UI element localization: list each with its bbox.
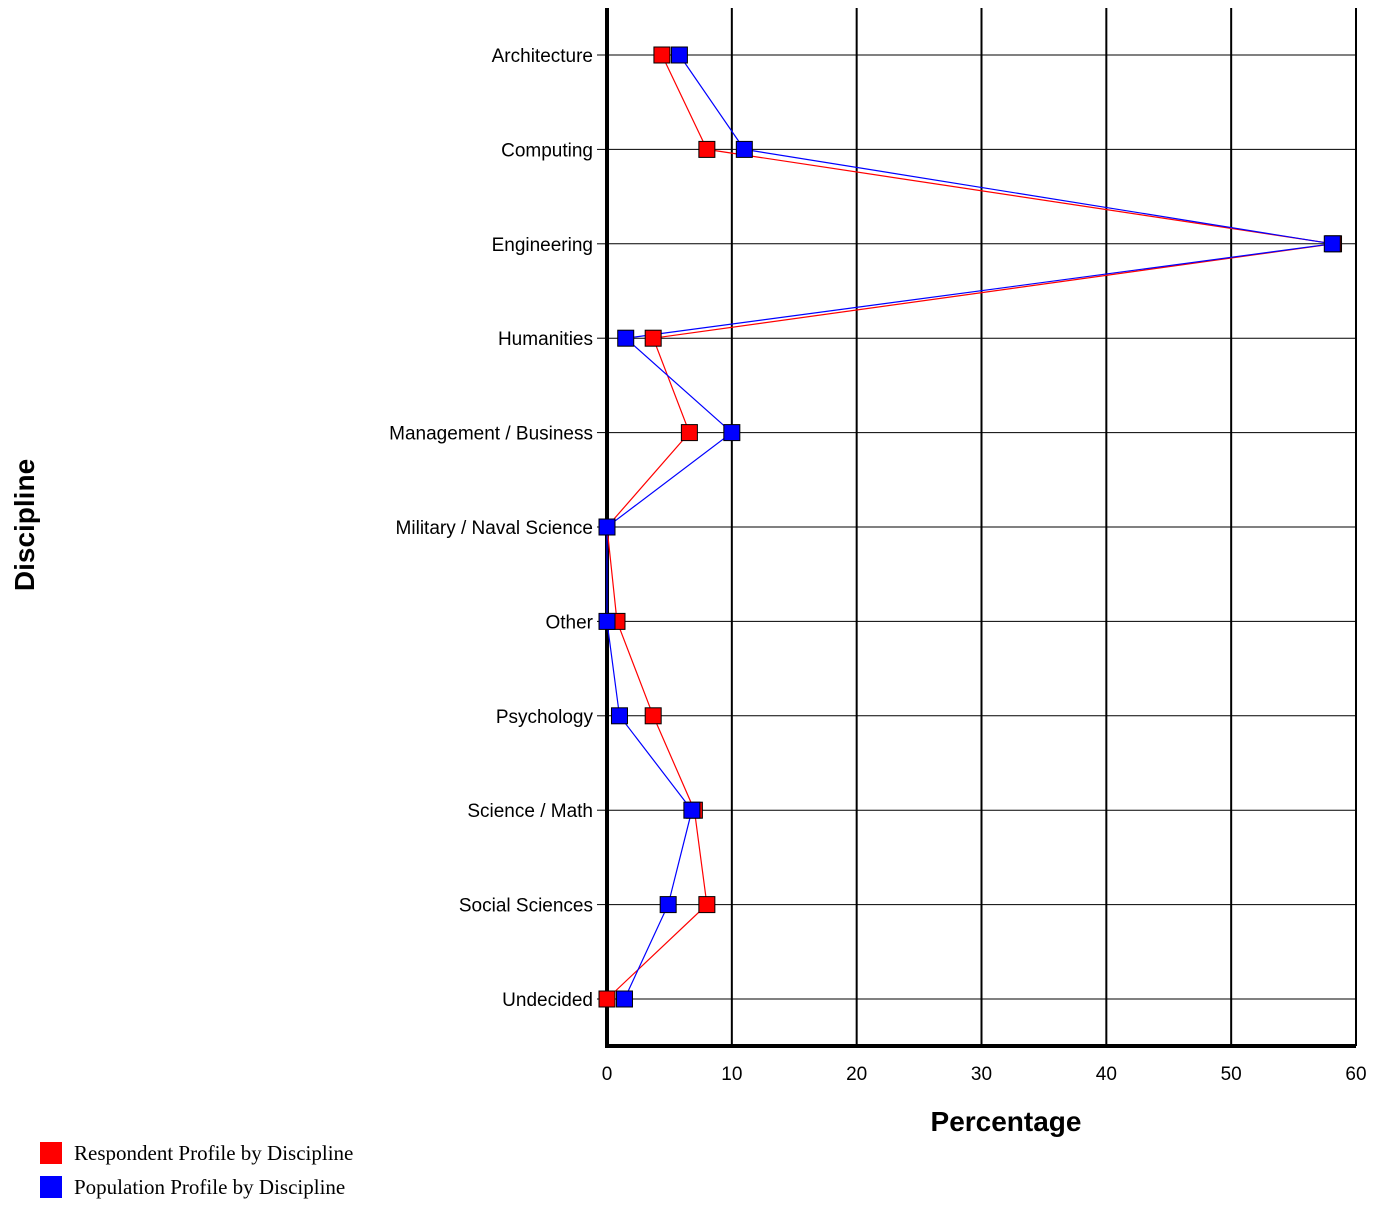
legend-item-population: Population Profile by Discipline [40, 1172, 353, 1202]
data-point-series-0 [644, 329, 662, 347]
category-label: Military / Naval Science [396, 518, 593, 539]
category-label: Undecided [502, 990, 593, 1011]
category-label: Management / Business [389, 424, 593, 445]
category-label: Engineering [492, 235, 593, 256]
y-axis-title: Discipline [9, 459, 40, 591]
x-tick-label: 10 [721, 1064, 742, 1085]
data-point-series-0 [680, 424, 698, 442]
category-label: Architecture [492, 46, 593, 67]
x-tick-label: 60 [1345, 1064, 1366, 1085]
category-label: Science / Math [467, 801, 593, 822]
x-tick-label: 50 [1221, 1064, 1242, 1085]
legend-label-respondent: Respondent Profile by Discipline [74, 1140, 354, 1165]
data-point-series-0 [644, 707, 662, 725]
legend-swatch-population [40, 1176, 62, 1198]
x-axis-title: Percentage [931, 1106, 1082, 1137]
data-point-series-1 [1323, 235, 1341, 253]
data-point-series-0 [653, 46, 671, 64]
category-label: Humanities [498, 329, 593, 350]
x-tick-label: 20 [846, 1064, 867, 1085]
legend-label-population: Population Profile by Discipline [74, 1174, 346, 1199]
x-tick-label: 30 [971, 1064, 992, 1085]
category-label: Psychology [496, 707, 594, 728]
data-point-series-1 [670, 46, 688, 64]
category-label: Computing [501, 140, 593, 161]
data-point-series-1 [617, 329, 635, 347]
legend-item-respondent: Respondent Profile by Discipline [40, 1138, 353, 1168]
data-point-series-1 [598, 518, 616, 536]
data-point-series-0 [598, 990, 616, 1008]
x-tick-label: 40 [1096, 1064, 1117, 1085]
legend-swatch-respondent [40, 1142, 62, 1164]
category-label: Other [545, 612, 593, 633]
data-point-series-1 [735, 140, 753, 158]
category-labels: Architecture Computing Engineering Humaniti… [389, 46, 594, 1011]
data-point-series-0 [698, 140, 716, 158]
data-point-series-1 [598, 612, 616, 630]
data-point-series-1 [610, 707, 628, 725]
grid [607, 8, 1357, 1046]
series [598, 46, 1343, 1008]
x-tick-label: 0 [602, 1064, 613, 1085]
data-point-series-1 [615, 990, 633, 1008]
data-point-series-1 [683, 801, 701, 819]
data-point-series-1 [659, 896, 677, 914]
legend: Respondent Profile by Discipline Populat… [40, 1138, 353, 1206]
x-tick-labels: 0 10 20 30 40 50 60 [602, 1064, 1367, 1085]
data-point-series-1 [723, 424, 741, 442]
data-point-series-0 [698, 896, 716, 914]
category-label: Social Sciences [459, 896, 593, 917]
